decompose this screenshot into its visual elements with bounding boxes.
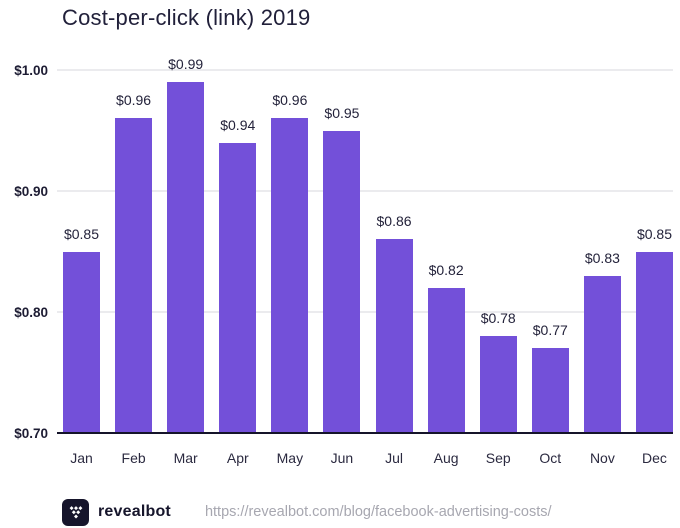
x-axis-line [57, 432, 673, 434]
x-axis-label-aug: Aug [433, 450, 459, 466]
bar-value-label-feb: $0.96 [116, 92, 152, 109]
bar-value-label-apr: $0.94 [220, 116, 256, 133]
x-axis-label-oct: Oct [539, 450, 562, 466]
bar-value-label-may: $0.96 [272, 92, 308, 109]
bar-apr [219, 142, 257, 434]
bar-feb [115, 118, 153, 434]
revealbot-logo [62, 498, 89, 526]
bar-nov [583, 275, 621, 434]
bar-jan [63, 251, 100, 434]
bar-oct [531, 348, 569, 434]
x-axis-label-jul: Jul [385, 450, 403, 466]
brand-name: revealbot [98, 503, 171, 520]
x-axis-label-jan: Jan [70, 450, 93, 466]
x-axis-label-feb: Feb [121, 450, 146, 466]
bar-value-label-jun: $0.95 [324, 104, 360, 121]
bar-value-label-jan: $0.85 [63, 225, 100, 242]
gridline-0.80 [57, 311, 673, 313]
gridline-0.90 [57, 190, 673, 192]
gridline-1.00 [57, 69, 673, 71]
bar-sep [479, 336, 517, 434]
y-axis-tick-label: $0.70 [14, 426, 48, 441]
revealbot-diamond-cluster-icon [69, 506, 82, 519]
bar-value-label-oct: $0.77 [532, 322, 568, 339]
bar-value-label-sep: $0.78 [480, 310, 516, 327]
x-axis-label-sep: Sep [485, 450, 511, 466]
bar-may [271, 118, 309, 434]
chart-title: Cost-per-click (link) 2019 [62, 5, 311, 30]
x-axis-label-dec: Dec [642, 450, 667, 466]
bar-jul [375, 239, 413, 434]
bar-value-label-jul: $0.86 [376, 213, 412, 230]
bar-value-label-dec: $0.85 [636, 225, 672, 242]
x-axis-label-may: May [276, 450, 304, 466]
y-axis-tick-label: $0.80 [14, 305, 48, 320]
x-axis-label-mar: Mar [173, 450, 198, 466]
bar-jun [323, 130, 361, 434]
bar-value-label-aug: $0.82 [428, 261, 464, 278]
x-axis-label-apr: Apr [226, 450, 249, 466]
y-axis-tick-label: $0.90 [14, 184, 48, 199]
bar-dec [635, 251, 673, 434]
bar-value-label-nov: $0.83 [584, 249, 620, 266]
bar-mar [167, 82, 205, 434]
bar-value-label-mar: $0.99 [168, 56, 204, 73]
x-axis-label-nov: Nov [589, 450, 615, 466]
bar-aug [427, 287, 465, 434]
x-axis-label-jun: Jun [330, 450, 354, 466]
source-url-link[interactable]: https://revealbot.com/blog/facebook-adve… [204, 504, 552, 520]
y-axis-tick-label: $1.00 [14, 63, 48, 78]
footer: revealbot https://revealbot.com/blog/fac… [62, 498, 552, 526]
